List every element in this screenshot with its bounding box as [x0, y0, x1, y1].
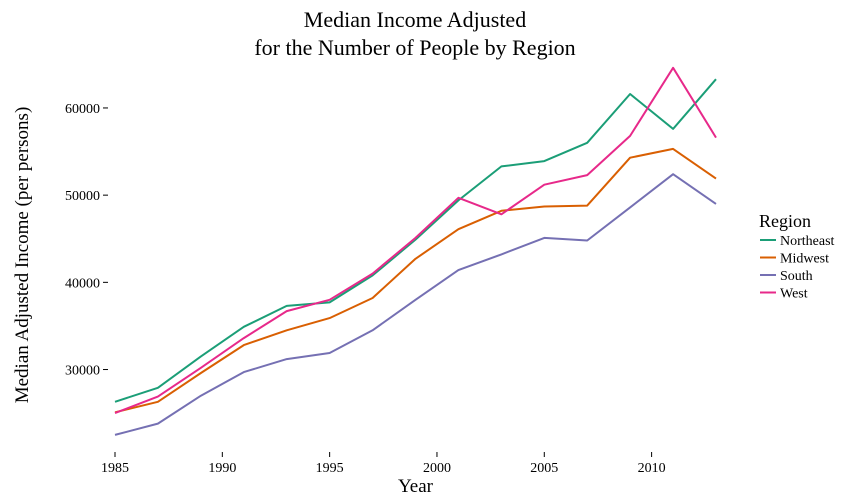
x-axis-title: Year — [398, 476, 434, 497]
legend-title: Region — [759, 211, 811, 231]
chart-title-line-1: Median Income Adjusted — [303, 7, 527, 32]
x-tick-label: 1990 — [208, 461, 236, 476]
x-tick-label: 2005 — [530, 461, 558, 476]
x-tick-label: 2010 — [638, 461, 666, 476]
legend-label-midwest: Midwest — [780, 252, 829, 267]
legend-label-northeast: Northeast — [780, 234, 835, 249]
series-line-west — [114, 66, 717, 415]
series-line-northeast — [114, 78, 717, 403]
legend: Region Northeast Midwest South West — [759, 211, 835, 302]
x-axis: 1985 1990 1995 2000 2005 2010 — [101, 452, 666, 476]
series-line-south — [114, 173, 717, 436]
legend-label-west: West — [780, 287, 808, 302]
y-tick-label: 30000 — [65, 364, 100, 379]
series-line-midwest — [114, 147, 717, 414]
y-tick-label: 40000 — [65, 276, 100, 291]
y-axis-title: Median Adjusted Income (per persons) — [12, 107, 33, 404]
x-tick-label: 2000 — [423, 461, 451, 476]
series-lines — [114, 66, 717, 436]
legend-label-south: South — [780, 269, 813, 284]
x-tick-label: 1985 — [101, 461, 129, 476]
chart-title-line-2: for the Number of People by Region — [254, 35, 576, 60]
chart-title: Median Income Adjusted for the Number of… — [0, 6, 830, 62]
y-tick-label: 60000 — [65, 102, 100, 117]
x-tick-label: 1995 — [316, 461, 344, 476]
y-tick-label: 50000 — [65, 189, 100, 204]
y-axis: 30000 40000 50000 60000 — [65, 102, 108, 379]
